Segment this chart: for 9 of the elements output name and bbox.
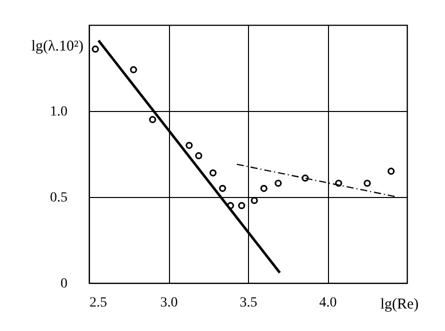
x-axis-title: lg(Re) (380, 296, 419, 312)
x-tick-label: 3.0 (160, 296, 178, 310)
y-tick-label: 0.5 (50, 190, 68, 206)
y-tick-label: 0 (60, 276, 68, 292)
y-axis-title: lg(λ.10²) (31, 38, 84, 54)
y-tick-label: 1.0 (50, 104, 68, 120)
x-tick-label: 3.5 (240, 296, 258, 310)
x-tick-label: 2.5 (90, 296, 107, 310)
x-tick-label: 4.0 (319, 296, 337, 310)
